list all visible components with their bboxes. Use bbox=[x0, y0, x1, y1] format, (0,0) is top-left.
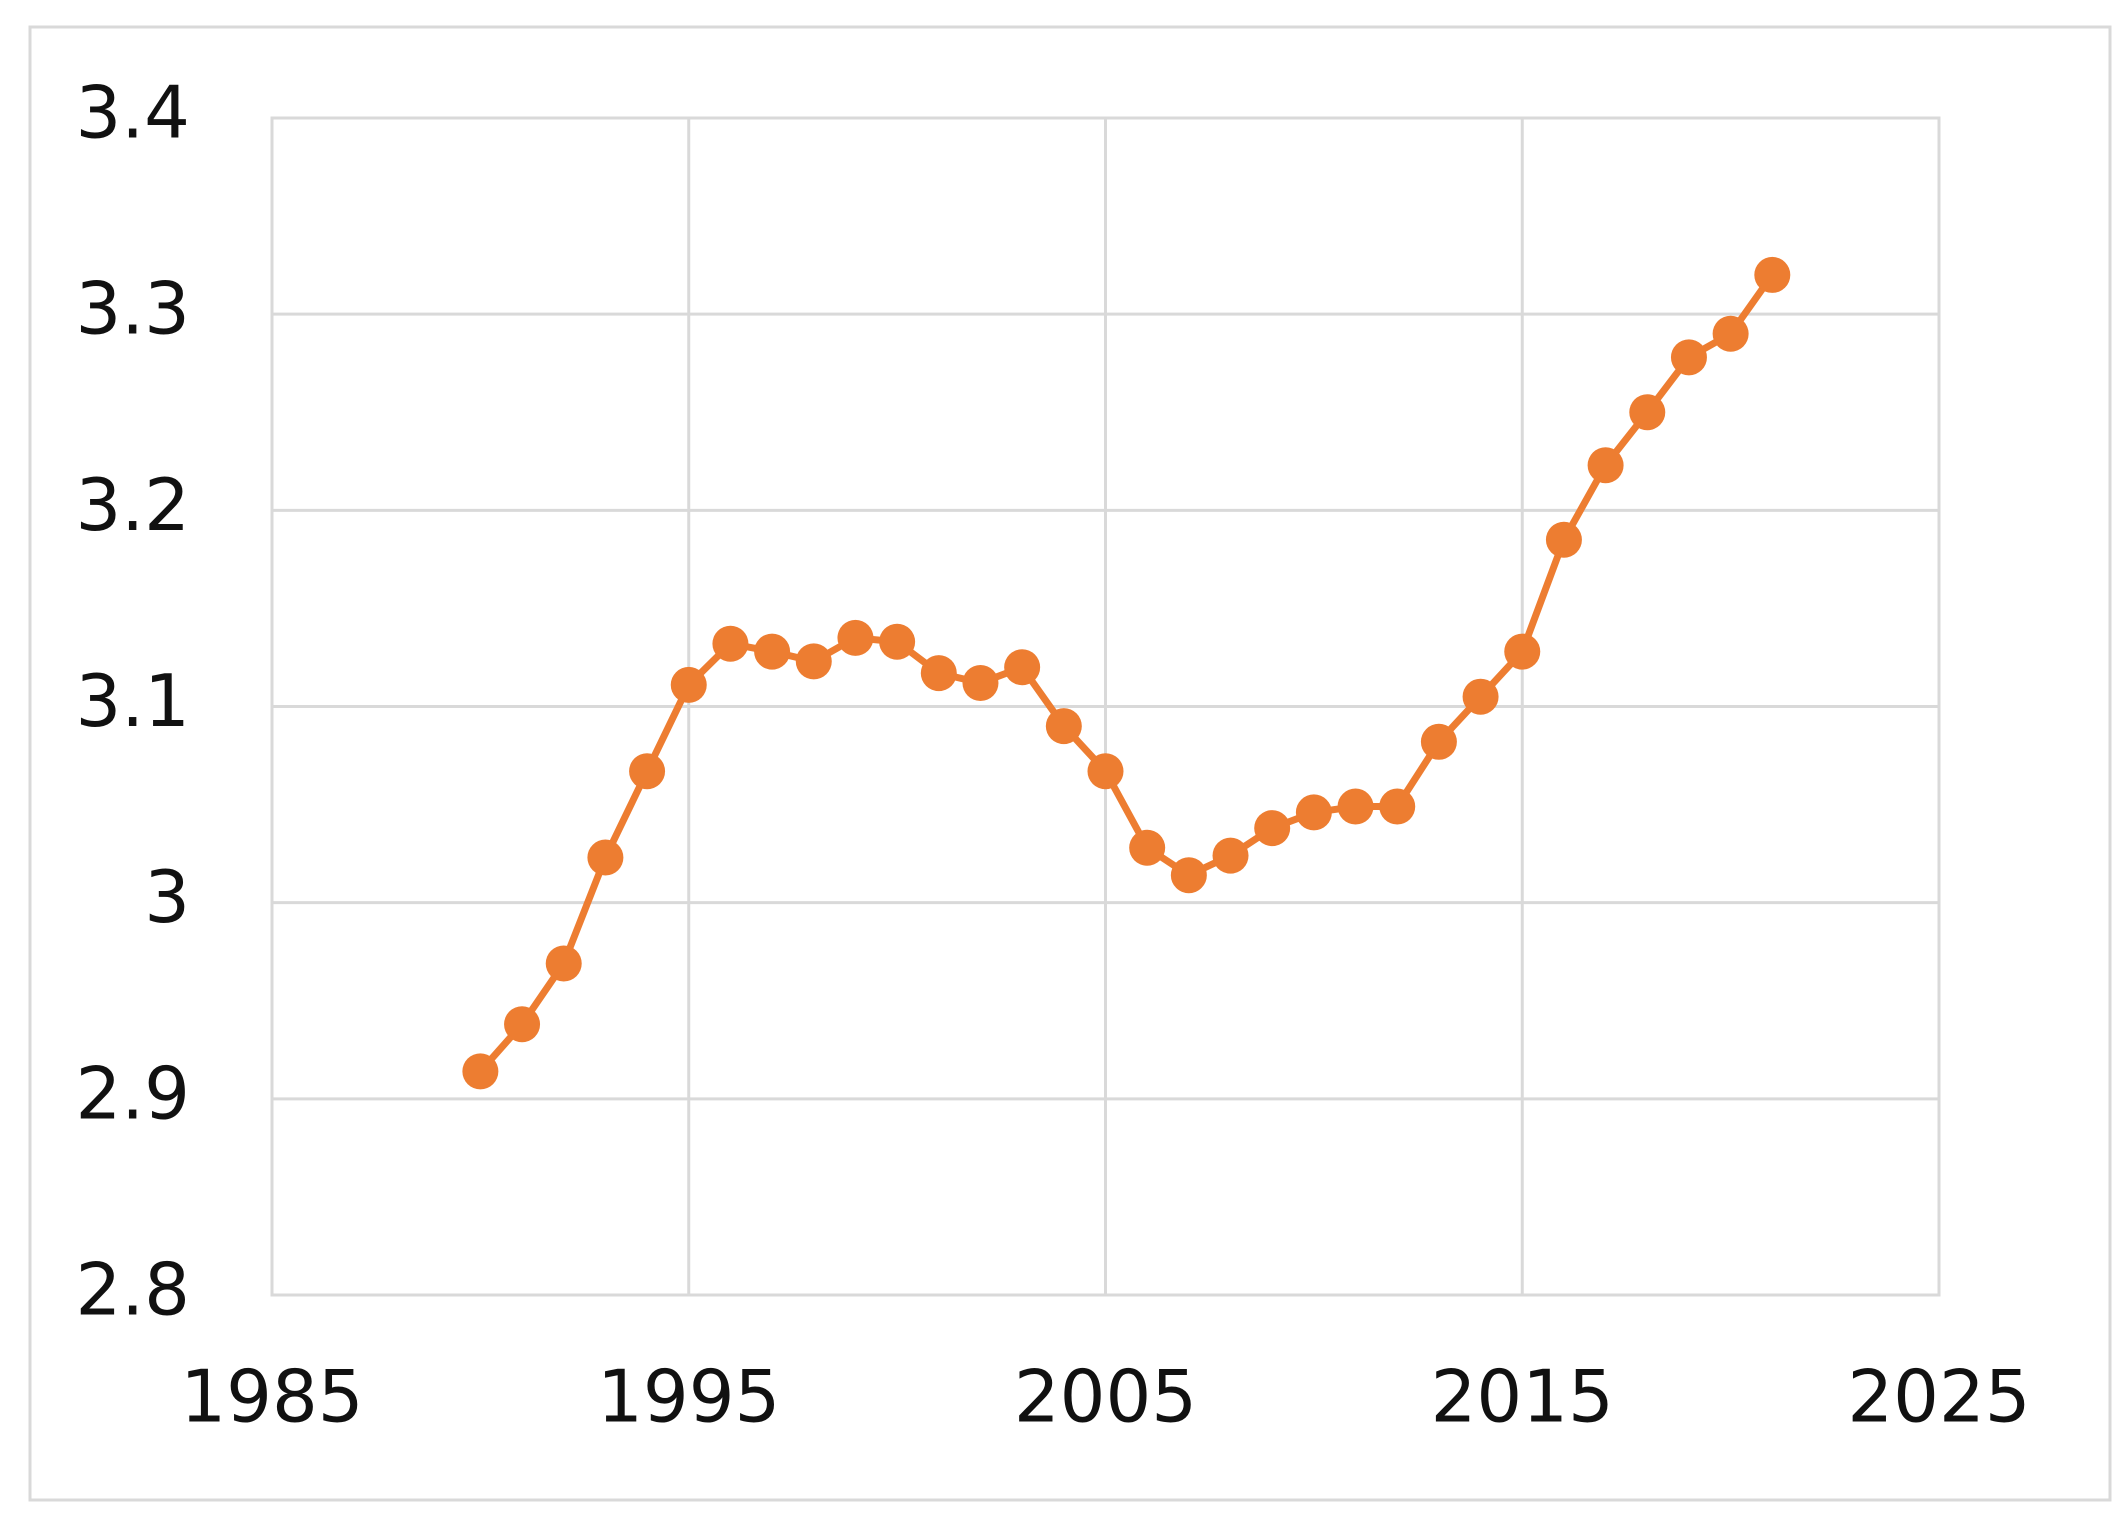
point bbox=[1670, 339, 1707, 376]
point bbox=[1212, 837, 1249, 874]
plot-frame bbox=[270, 116, 1941, 1297]
point bbox=[670, 666, 707, 703]
x-tick-label: 1985 bbox=[180, 1355, 363, 1439]
point bbox=[754, 633, 791, 670]
point bbox=[879, 623, 916, 660]
point bbox=[1129, 829, 1166, 866]
point bbox=[1712, 315, 1749, 352]
x-tick-label: 2005 bbox=[1014, 1355, 1197, 1439]
y-tick-label: 2.8 bbox=[75, 1248, 190, 1332]
point bbox=[1254, 810, 1291, 847]
y-tick-label: 3 bbox=[144, 855, 190, 939]
point bbox=[1462, 678, 1499, 715]
point bbox=[1295, 794, 1332, 831]
x-tick-label: 2025 bbox=[1847, 1355, 2030, 1439]
y-tick-label: 3.1 bbox=[75, 659, 190, 743]
point bbox=[1045, 708, 1082, 745]
x-tick-label: 1995 bbox=[597, 1355, 780, 1439]
chart-frame bbox=[28, 25, 2112, 1502]
point bbox=[1504, 633, 1541, 670]
point bbox=[1545, 521, 1582, 558]
point bbox=[629, 753, 666, 790]
point bbox=[962, 664, 999, 701]
point bbox=[1379, 788, 1416, 825]
point bbox=[545, 945, 582, 982]
point bbox=[587, 839, 624, 876]
point bbox=[504, 1006, 541, 1043]
point bbox=[1420, 723, 1457, 760]
point bbox=[1629, 394, 1666, 431]
point bbox=[795, 643, 832, 680]
point bbox=[712, 625, 749, 662]
point bbox=[837, 619, 874, 656]
y-tick-label: 3.2 bbox=[75, 463, 190, 547]
point bbox=[1587, 447, 1624, 484]
y-tick-label: 2.9 bbox=[75, 1051, 190, 1135]
point bbox=[1337, 788, 1374, 825]
point bbox=[920, 655, 957, 692]
x-tick-label: 2015 bbox=[1431, 1355, 1614, 1439]
y-tick-label: 3.4 bbox=[75, 71, 190, 155]
point bbox=[1087, 753, 1124, 790]
point bbox=[462, 1053, 499, 1090]
point bbox=[1754, 256, 1791, 293]
point bbox=[1170, 857, 1207, 894]
point bbox=[1004, 649, 1041, 686]
y-tick-label: 3.3 bbox=[75, 267, 190, 351]
